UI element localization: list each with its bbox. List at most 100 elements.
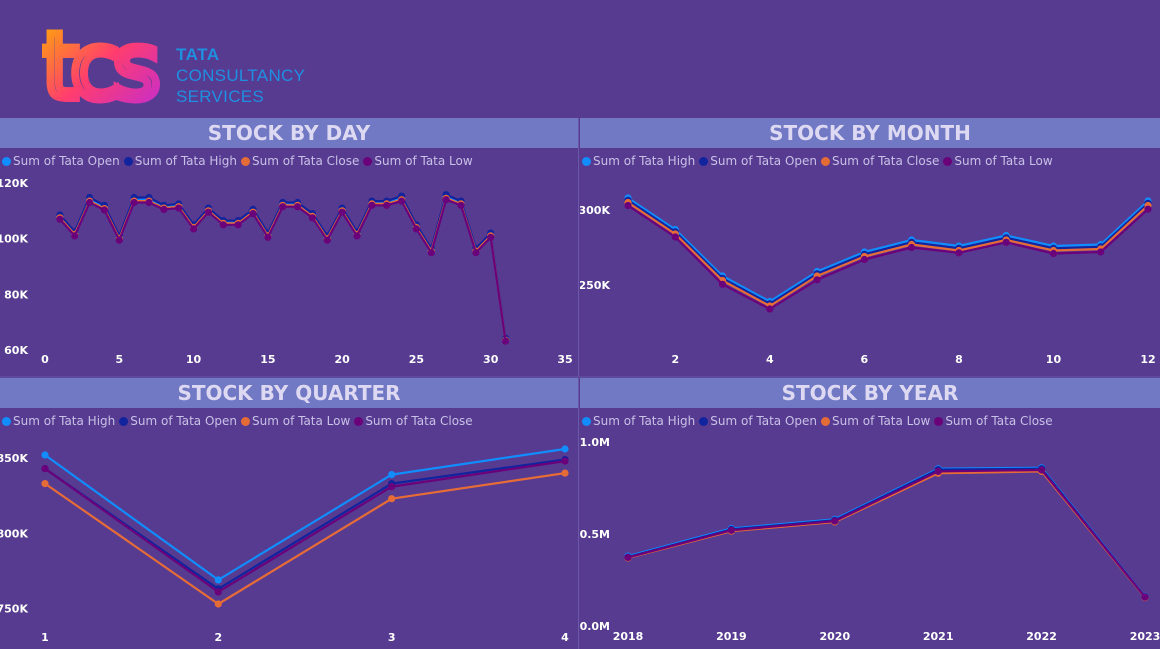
series-line [44,458,566,590]
stock-by-year-chart[interactable]: 0.0M 0.5M 1.0M 2018 2019 2020 2021 2022 2023 [580,378,1160,649]
panel-title: STOCK BY QUARTER [0,378,578,408]
data-point[interactable] [398,197,406,205]
data-point[interactable] [388,471,396,479]
stock-by-quarter-panel[interactable]: STOCK BY QUARTER Sum of Tata High Sum of … [0,378,578,649]
legend-item[interactable]: Sum of Tata High [582,154,695,168]
data-point[interactable] [388,483,396,491]
data-point[interactable] [561,457,569,465]
data-point[interactable] [145,198,153,207]
data-point[interactable] [457,201,465,209]
legend-item[interactable]: Sum of Tata High [2,414,115,428]
data-point[interactable] [323,236,331,244]
data-point[interactable] [115,236,123,244]
stock-by-year-panel[interactable]: STOCK BY YEAR Sum of Tata High Sum of Tat… [580,378,1160,649]
legend-label: Sum of Tata Close [945,414,1053,428]
data-point[interactable] [41,480,49,488]
legend-item[interactable]: Sum of Tata Low [821,414,930,428]
stock-by-quarter-chart[interactable]: 750K 800K 850K 1 2 3 4 [0,378,578,649]
data-point[interactable] [934,467,942,475]
data-point[interactable] [308,214,316,222]
data-point[interactable] [368,201,376,209]
data-point[interactable] [353,232,361,240]
data-point[interactable] [160,205,168,213]
data-point[interactable] [383,201,391,209]
data-point[interactable] [561,445,569,453]
legend-dot-icon [119,417,129,426]
legend-item[interactable]: Sum of Tata Open [699,154,817,168]
data-point[interactable] [955,249,963,257]
data-point[interactable] [41,451,49,459]
stock-by-day-panel[interactable]: STOCK BY DAY Sum of Tata Open Sum of Tata… [0,118,578,376]
data-point[interactable] [41,465,49,473]
chart-legend[interactable]: Sum of Tata High Sum of Tata Open Sum of T… [2,414,477,430]
data-point[interactable] [766,305,774,313]
data-point[interactable] [908,243,916,252]
data-point[interactable] [100,206,108,214]
legend-item[interactable]: Sum of Tata Low [241,414,350,428]
data-point[interactable] [130,198,138,207]
stock-by-day-chart[interactable]: 60K 80K 100K 120K 0 5 10 15 20 25 30 35 [0,118,578,376]
legend-item[interactable]: Sum of Tata Open [699,414,817,428]
data-point[interactable] [264,233,272,241]
stock-by-month-panel[interactable]: STOCK BY MONTH Sum of Tata High Sum of Ta… [580,118,1160,376]
data-point[interactable] [860,255,868,264]
data-point[interactable] [727,526,735,534]
legend-dot-icon [241,417,250,426]
data-point[interactable] [56,215,64,223]
legend-item[interactable]: Sum of Tata Open [119,414,237,428]
data-point[interactable] [671,233,679,241]
data-point[interactable] [219,221,227,229]
data-point[interactable] [502,337,510,345]
data-point[interactable] [472,249,480,257]
legend-item[interactable]: Sum of Tata High [582,414,695,428]
legend-item[interactable]: Sum of Tata Close [241,154,359,168]
data-point[interactable] [190,225,198,233]
data-point[interactable] [831,517,839,525]
data-point[interactable] [214,588,222,596]
legend-item[interactable]: Sum of Tata Open [2,154,120,168]
data-point[interactable] [718,280,727,288]
legend-dot-icon [2,417,11,426]
legend-item[interactable]: Sum of Tata Low [943,154,1053,168]
y-tick-label: 0.0M [580,620,610,633]
data-point[interactable] [1038,466,1046,474]
data-point[interactable] [1049,249,1058,258]
data-point[interactable] [338,208,346,216]
legend-item[interactable]: Sum of Tata Close [821,154,939,168]
legend-item[interactable]: Sum of Tata Low [363,154,473,168]
data-point[interactable] [427,249,435,257]
data-point[interactable] [204,208,212,216]
data-point[interactable] [214,600,222,608]
data-point[interactable] [813,276,821,284]
data-point[interactable] [1141,593,1149,601]
panel-title: STOCK BY DAY [0,118,578,148]
data-point[interactable] [71,232,79,240]
data-point[interactable] [294,203,302,211]
data-point[interactable] [1144,205,1152,213]
chart-legend[interactable]: Sum of Tata High Sum of Tata Open Sum of T… [582,154,1057,170]
data-point[interactable] [234,221,242,229]
data-point[interactable] [86,198,94,207]
data-point[interactable] [279,203,287,211]
data-point[interactable] [624,553,632,561]
series-line [627,199,1149,305]
chart-legend[interactable]: Sum of Tata Open Sum of Tata High Sum of T… [2,154,477,170]
legend-item[interactable]: Sum of Tata Close [934,414,1053,428]
data-point[interactable] [442,196,450,204]
data-point[interactable] [487,233,495,241]
data-point[interactable] [561,469,569,477]
chart-legend[interactable]: Sum of Tata High Sum of Tata Open Sum of T… [582,414,1057,430]
data-point[interactable] [1097,248,1105,256]
data-point[interactable] [175,204,183,212]
legend-item[interactable]: Sum of Tata High [123,154,237,168]
data-point[interactable] [1002,238,1010,246]
data-point[interactable] [388,495,396,503]
legend-label: Sum of Tata Close [365,414,473,428]
data-point[interactable] [249,210,257,218]
legend-item[interactable]: Sum of Tata Close [354,414,473,428]
data-point[interactable] [412,225,420,233]
data-point[interactable] [214,576,222,584]
legend-dot-icon [821,157,830,166]
data-point[interactable] [624,201,632,210]
stock-by-month-chart[interactable]: 250K 300K 2 4 6 8 10 12 [580,118,1160,376]
